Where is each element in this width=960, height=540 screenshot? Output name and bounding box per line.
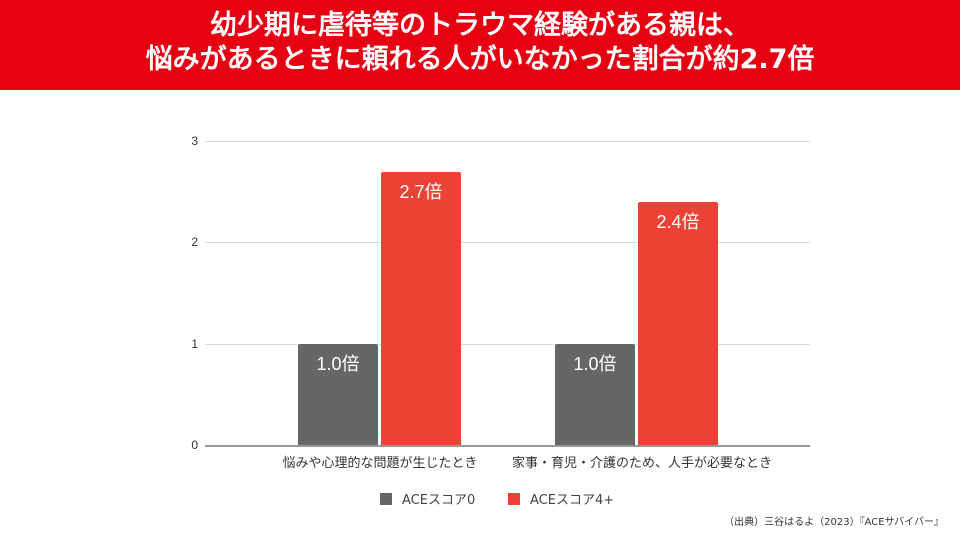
legend-label: ACEスコア4+ (530, 493, 615, 508)
title-banner: 幼少期に虐待等のトラウマ経験がある親は、 悩みがあるときに頼れる人がいなかった割… (0, 0, 960, 90)
bar-cat1-ace0: 1.0倍 (298, 344, 378, 445)
x-category-label-2: 家事・育児・介護のため、人手が必要なとき (511, 456, 772, 471)
title-line-1: 幼少期に虐待等のトラウマ経験がある親は、 (210, 10, 750, 41)
gridline-3 (205, 141, 810, 142)
bar-value-label: 1.0倍 (573, 354, 617, 374)
bar-value-label: 2.7倍 (399, 182, 443, 202)
bar-value-label: 1.0倍 (316, 354, 360, 374)
legend-swatch-gray (380, 492, 392, 505)
legend-swatch-red (508, 492, 520, 505)
y-tick-2: 2 (191, 235, 198, 249)
gridline-1 (205, 344, 810, 345)
legend-item-ace4: ACEスコア4+ (508, 489, 614, 508)
title-line-2: 悩みがあるときに頼れる人がいなかった割合が約2.7倍 (145, 44, 815, 75)
y-tick-0: 0 (191, 438, 198, 452)
gridline-2 (205, 242, 810, 243)
bar-cat1-ace4: 2.7倍 (381, 172, 461, 445)
legend-label: ACEスコア0 (402, 493, 476, 508)
bar-value-label: 2.4倍 (656, 212, 700, 232)
bar-cat2-ace4: 2.4倍 (638, 202, 718, 445)
x-category-label-1: 悩みや心理的な問題が生じたとき (282, 456, 478, 471)
x-axis-baseline (205, 445, 810, 447)
bar-cat2-ace0: 1.0倍 (555, 344, 635, 445)
legend-item-ace0: ACEスコア0 (380, 489, 475, 508)
y-tick-3: 3 (191, 134, 198, 148)
y-tick-1: 1 (191, 337, 198, 351)
source-citation: （出典）三谷はるよ（2023）『ACEサバイバー』 (724, 517, 944, 528)
